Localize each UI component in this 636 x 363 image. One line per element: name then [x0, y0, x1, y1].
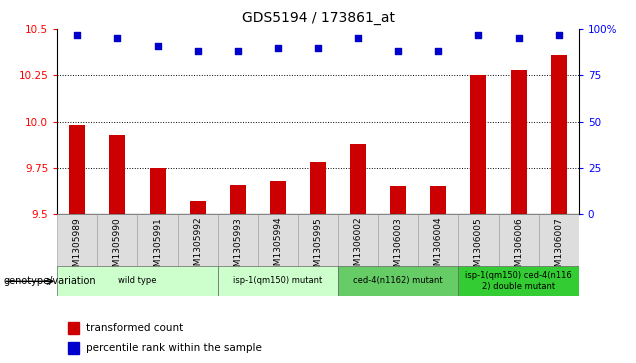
Bar: [149, 168, 165, 214]
Bar: [258, 214, 298, 267]
Point: [393, 48, 403, 54]
Bar: [378, 214, 418, 267]
Point: [73, 32, 83, 37]
Text: GSM1306006: GSM1306006: [514, 217, 523, 278]
Bar: [230, 184, 245, 214]
Bar: [137, 214, 177, 267]
Bar: [218, 266, 338, 296]
Bar: [298, 214, 338, 267]
Text: genotype/variation: genotype/variation: [3, 276, 96, 286]
Bar: [190, 201, 205, 214]
Bar: [177, 214, 218, 267]
Bar: [338, 214, 378, 267]
Bar: [67, 322, 79, 334]
Text: GSM1305990: GSM1305990: [113, 217, 122, 278]
Text: transformed count: transformed count: [86, 323, 183, 333]
Text: GSM1305991: GSM1305991: [153, 217, 162, 278]
Bar: [459, 214, 499, 267]
Text: GSM1305995: GSM1305995: [314, 217, 322, 278]
Bar: [57, 214, 97, 267]
Point: [113, 36, 123, 41]
Text: GSM1306004: GSM1306004: [434, 217, 443, 277]
Bar: [431, 187, 446, 214]
Bar: [97, 214, 137, 267]
Text: GSM1306002: GSM1306002: [354, 217, 363, 277]
Text: GSM1305992: GSM1305992: [193, 217, 202, 277]
Text: isp-1(qm150) ced-4(n116
2) double mutant: isp-1(qm150) ced-4(n116 2) double mutant: [465, 271, 572, 291]
Point: [233, 48, 243, 54]
Bar: [471, 76, 487, 214]
Point: [313, 45, 323, 50]
Point: [473, 32, 483, 37]
Text: GSM1306007: GSM1306007: [554, 217, 563, 278]
Bar: [551, 55, 567, 214]
Bar: [459, 266, 579, 296]
Point: [433, 48, 443, 54]
Bar: [499, 214, 539, 267]
Text: GSM1305994: GSM1305994: [273, 217, 282, 277]
Bar: [338, 266, 459, 296]
Bar: [391, 187, 406, 214]
Point: [353, 36, 363, 41]
Text: percentile rank within the sample: percentile rank within the sample: [86, 343, 262, 353]
Text: isp-1(qm150) mutant: isp-1(qm150) mutant: [233, 277, 322, 285]
Bar: [418, 214, 459, 267]
Bar: [350, 144, 366, 214]
Point: [193, 48, 203, 54]
Text: GSM1305993: GSM1305993: [233, 217, 242, 278]
Point: [553, 32, 563, 37]
Text: ced-4(n1162) mutant: ced-4(n1162) mutant: [354, 277, 443, 285]
Bar: [310, 162, 326, 214]
Text: GSM1306003: GSM1306003: [394, 217, 403, 278]
Bar: [218, 214, 258, 267]
Bar: [67, 342, 79, 354]
Bar: [109, 135, 125, 214]
Bar: [511, 70, 527, 214]
Text: GSM1306005: GSM1306005: [474, 217, 483, 278]
Bar: [69, 125, 85, 214]
Bar: [57, 266, 218, 296]
Point: [273, 45, 283, 50]
Text: GSM1305989: GSM1305989: [73, 217, 82, 278]
Title: GDS5194 / 173861_at: GDS5194 / 173861_at: [242, 11, 394, 25]
Point: [513, 36, 523, 41]
Text: wild type: wild type: [118, 277, 156, 285]
Bar: [539, 214, 579, 267]
Bar: [270, 181, 286, 214]
Point: [153, 43, 163, 49]
